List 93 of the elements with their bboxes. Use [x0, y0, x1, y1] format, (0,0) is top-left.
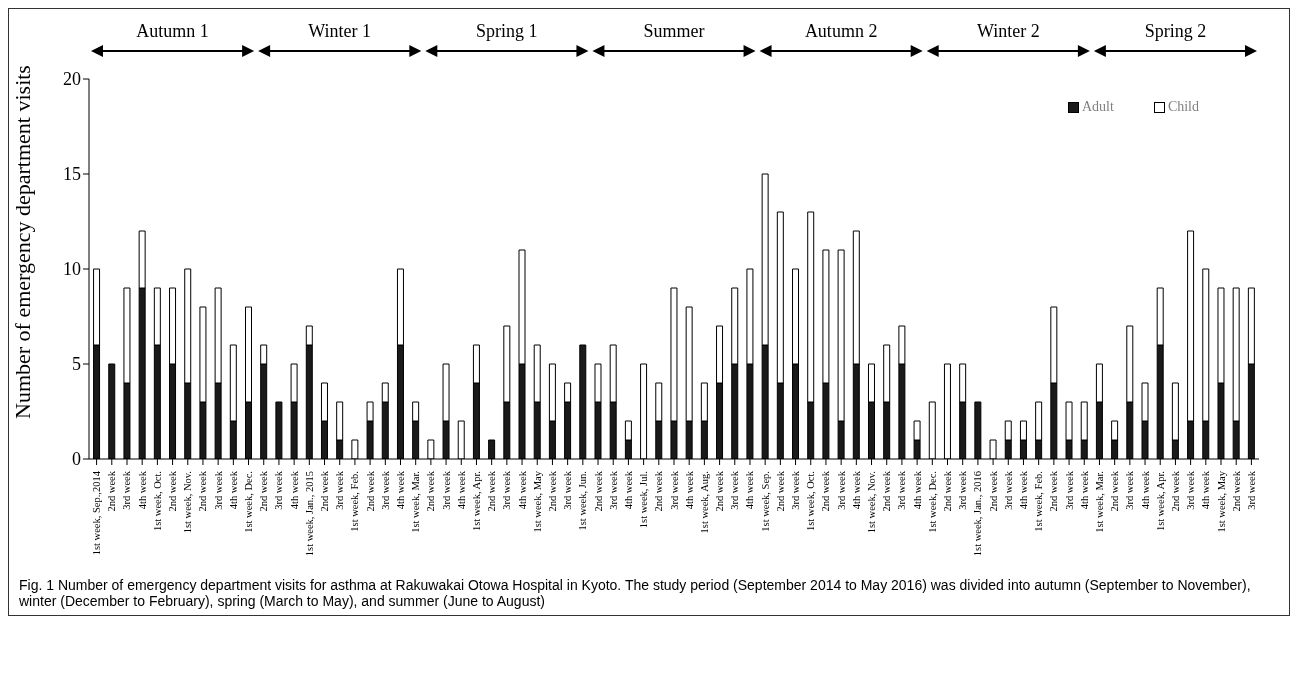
x-tick-label: 2nd week: [197, 470, 209, 512]
x-tick-label: 4th week: [288, 470, 300, 510]
x-tick-label: 4th week: [622, 470, 634, 510]
x-tick-label: 1st week, Jun.: [577, 471, 589, 531]
x-tick-label: 3rd week: [896, 470, 908, 510]
x-tick-label: 4th week: [850, 470, 862, 510]
x-tick-label: 2nd week: [486, 470, 498, 512]
x-tick-label: 4th week: [683, 470, 695, 510]
y-tick-label: 15: [63, 164, 81, 185]
x-tick-label: 2nd week: [106, 470, 118, 512]
x-tick-label: 1st week, Nov.: [866, 471, 878, 534]
x-tick-label: 2nd week: [592, 470, 604, 512]
text: Summer: [643, 21, 705, 41]
x-tick-label: 1st week, Oct.: [805, 471, 817, 532]
text: Winter 2: [976, 21, 1040, 41]
x-tick-label: 1st week, May: [1215, 470, 1227, 533]
x-tick-label: 4th week: [1078, 470, 1090, 510]
x-tick-label: 1st week, Apr.: [1154, 471, 1166, 532]
x-tick-label: 1st week, Jan., 2015: [303, 471, 315, 557]
y-axis-title: Number of emergency department visits: [9, 65, 35, 419]
x-tick-label: 4th week: [911, 470, 923, 510]
x-tick-label: 1st week, Dec.: [243, 471, 255, 533]
y-tick-label: 10: [63, 259, 81, 280]
x-tick-label: 3rd week: [668, 470, 680, 510]
x-tick-label: 4th week: [744, 470, 756, 510]
x-tick-label: 3rd week: [121, 470, 133, 510]
x-tick-label: 4th week: [1200, 470, 1212, 510]
x-tick-label: 3rd week: [835, 470, 847, 510]
x-tick-label: 1st week, Sep.: [759, 471, 771, 532]
x-tick-label: 1st week, Sep.,2014: [91, 470, 103, 556]
x-tick-label: 3rd week: [790, 470, 802, 510]
x-tick-label: 2nd week: [881, 470, 893, 512]
x-tick-label: 4th week: [227, 470, 239, 510]
x-tick-label: 1st week, Feb.: [349, 471, 361, 532]
text: Autumn 2: [804, 21, 878, 41]
x-tick-label: 2nd week: [774, 470, 786, 512]
x-tick-label: 3rd week: [440, 470, 452, 510]
x-tick-label: 3rd week: [501, 470, 513, 510]
x-tick-label: 3rd week: [334, 470, 346, 510]
x-tick-label: 3rd week: [1245, 470, 1257, 510]
x-tick-label: 1st week, Mar.: [1093, 471, 1105, 533]
x-tick-label: 2nd week: [653, 470, 665, 512]
legend-label: Adult: [1081, 99, 1114, 115]
y-tick-label: 5: [72, 354, 81, 375]
x-tick-label: 1st week, Aug.: [698, 471, 710, 534]
y-tick-label: 0: [72, 449, 81, 470]
x-tick-label: 1st week, Jul.: [638, 471, 650, 529]
x-tick-label: 4th week: [516, 470, 528, 510]
x-tick-label: 1st week, Nov.: [182, 471, 194, 534]
x-tick-label: 3rd week: [562, 470, 574, 510]
x-tick-label: 3rd week: [212, 470, 224, 510]
x-tick-label: 3rd week: [1002, 470, 1014, 510]
x-tick-label: 3rd week: [1063, 470, 1075, 510]
x-tick-label: 3rd week: [957, 470, 969, 510]
x-tick-label: 1st week, Apr.: [470, 471, 482, 532]
x-tick-label: 1st week, May: [531, 470, 543, 533]
text: Spring 2: [1144, 21, 1207, 41]
x-tick-label: 2nd week: [319, 470, 331, 512]
x-tick-label: 2nd week: [425, 470, 437, 512]
x-tick-label: 3rd week: [1124, 470, 1136, 510]
legend-label: Child: [1166, 99, 1199, 115]
x-tick-label: 2nd week: [1109, 470, 1121, 512]
x-tick-label: 2nd week: [820, 470, 832, 512]
x-tick-label: 2nd week: [1169, 470, 1181, 512]
text: Fig. 1 Number of emergency department visits for asthma at Rakuwakai Otowa Hospital in Kyoto. The study period (September 2014 to May 2016) was divided into autumn (September to November), winter (December to February), spring (March to May), and summer (June to August): [18, 576, 1252, 609]
x-tick-label: 3rd week: [1185, 470, 1197, 510]
x-tick-label: 2nd week: [364, 470, 376, 512]
x-tick-label: 3rd week: [607, 470, 619, 510]
x-tick-label: 1st week, Jan., 2016: [972, 471, 984, 557]
text: Autumn 1: [136, 21, 209, 41]
x-tick-label: 2nd week: [1048, 470, 1060, 512]
x-tick-label: 4th week: [1139, 470, 1151, 510]
x-tick-label: 4th week: [1017, 470, 1029, 510]
x-tick-label: 2nd week: [546, 470, 558, 512]
y-tick-label: 20: [63, 69, 81, 90]
x-tick-label: 1st week, Oct.: [151, 471, 163, 532]
x-tick-label: 2nd week: [258, 470, 270, 512]
text: Spring 1: [476, 21, 538, 41]
x-tick-label: 1st week, Dec.: [926, 471, 938, 533]
x-tick-label: 3rd week: [379, 470, 391, 510]
x-tick-label: 4th week: [455, 470, 467, 510]
x-tick-label: 3rd week: [729, 470, 741, 510]
x-tick-label: 4th week: [394, 470, 406, 510]
x-tick-label: 2nd week: [987, 470, 999, 512]
x-tick-label: 2nd week: [167, 470, 179, 512]
x-tick-label: 2nd week: [714, 470, 726, 512]
x-tick-label: 1st week, Mar.: [410, 471, 422, 533]
x-tick-label: 4th week: [136, 470, 148, 510]
x-tick-label: 2nd week: [942, 470, 954, 512]
x-tick-label: 1st week, Feb.: [1033, 471, 1045, 532]
x-tick-label: 2nd week: [1230, 470, 1242, 512]
text: Winter 1: [308, 21, 372, 41]
x-tick-label: 3rd week: [273, 470, 285, 510]
